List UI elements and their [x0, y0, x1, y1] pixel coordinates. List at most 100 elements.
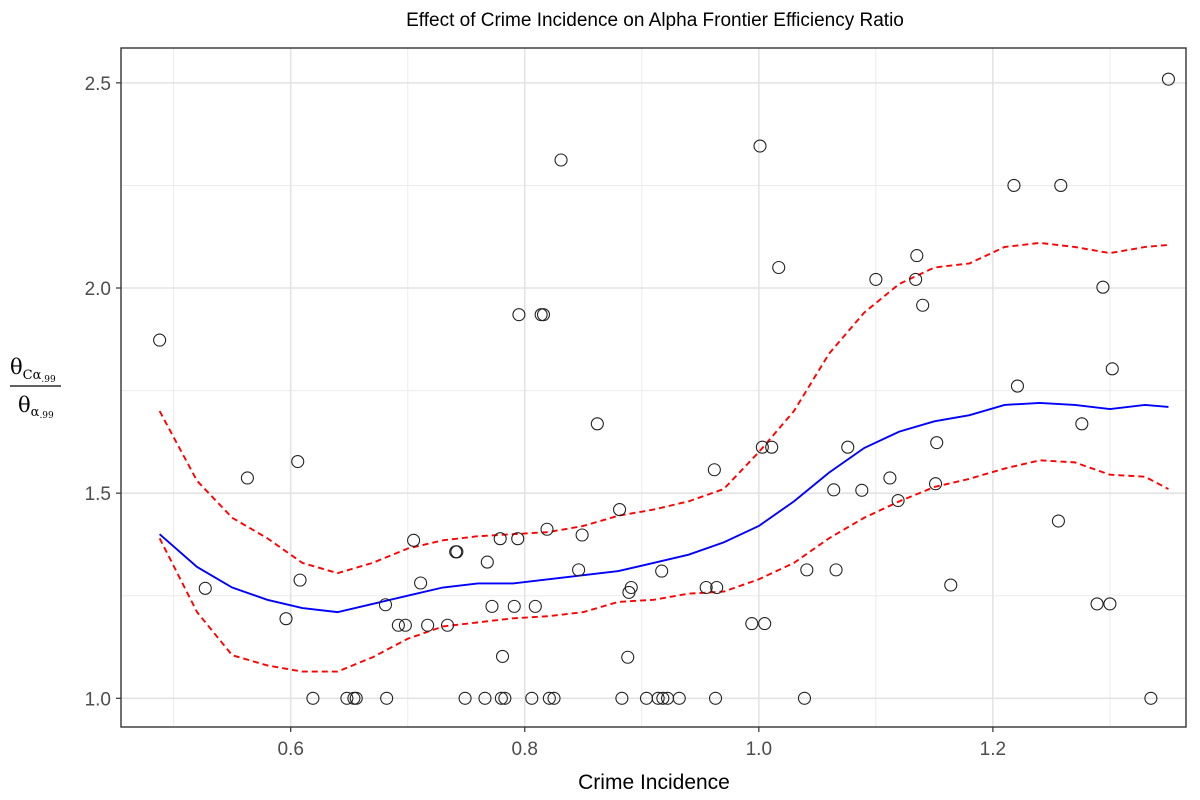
y-axis-title-numerator-symbol: θ	[10, 355, 23, 379]
fitted-line	[158, 401, 1169, 614]
data-point	[378, 598, 393, 612]
data-point	[765, 440, 779, 454]
data-point	[910, 249, 924, 263]
y-axis-title-denominator: θα.99	[18, 393, 54, 421]
data-point	[485, 599, 499, 613]
data-point	[1007, 178, 1021, 192]
data-point	[407, 533, 421, 547]
data-point	[306, 691, 320, 705]
data-point	[398, 618, 412, 632]
data-point	[829, 563, 843, 577]
data-point	[797, 691, 812, 705]
confidence-band-line	[158, 241, 1169, 575]
data-point	[340, 691, 354, 705]
data-point	[528, 599, 542, 613]
data-point	[855, 483, 869, 497]
data-point	[930, 436, 944, 450]
data-point	[1051, 514, 1065, 528]
data-point	[478, 691, 492, 705]
data-point	[753, 139, 767, 153]
fit-lines	[158, 241, 1169, 673]
data-point	[480, 555, 494, 569]
y-tick-label: 1.0	[85, 689, 111, 710]
data-point	[1075, 417, 1089, 431]
y-axis-title-numerator: θCα.99	[10, 355, 56, 385]
x-tick-label: 0.6	[277, 739, 303, 760]
y-tick-label: 2.5	[85, 74, 111, 95]
data-point	[710, 580, 724, 595]
data-point	[440, 618, 455, 632]
data-point	[827, 483, 841, 497]
data-point	[755, 440, 769, 454]
confidence-band-line	[158, 459, 1169, 673]
data-point	[883, 471, 897, 485]
data-point	[891, 493, 905, 508]
data-points	[153, 72, 1175, 705]
data-point	[511, 532, 525, 546]
data-point	[707, 463, 721, 477]
plot-panel-border	[120, 47, 1187, 728]
data-point	[542, 691, 556, 705]
y-tick-label: 1.5	[85, 484, 111, 505]
major-gridlines	[121, 48, 1186, 727]
data-point	[944, 578, 958, 592]
data-point	[656, 691, 670, 705]
x-axis-title: Crime Incidence	[578, 771, 730, 794]
data-point	[575, 528, 589, 542]
data-point	[590, 417, 604, 431]
x-axis-ticks: 0.6 0.8 1.0 1.2	[277, 727, 1006, 760]
data-point	[240, 471, 254, 485]
data-point	[772, 260, 786, 275]
data-point	[293, 573, 307, 587]
y-axis-ticks: 1.0 1.5 2.0 2.5	[85, 74, 121, 710]
data-point	[1010, 379, 1025, 393]
data-point	[291, 454, 305, 469]
data-point	[380, 691, 394, 705]
data-point	[916, 298, 930, 312]
data-point	[547, 691, 561, 705]
data-point	[621, 650, 635, 664]
data-point	[651, 691, 665, 705]
data-point	[349, 691, 363, 705]
y-axis-title-denominator-subscript: α	[31, 405, 40, 420]
data-point	[1096, 280, 1110, 294]
data-point	[536, 308, 551, 322]
y-axis-title-denominator-symbol: θ	[18, 393, 31, 417]
data-point	[391, 618, 405, 632]
x-tick-label: 0.8	[512, 739, 538, 760]
data-point	[421, 618, 435, 632]
data-point	[414, 576, 428, 590]
data-point	[624, 580, 638, 595]
data-point	[279, 612, 293, 626]
data-point	[525, 691, 539, 705]
data-point	[572, 563, 586, 577]
minor-gridlines	[121, 48, 1186, 727]
data-point	[1103, 597, 1117, 611]
y-axis-title-denominator-subsubscript: .99	[39, 411, 54, 421]
data-point	[758, 617, 772, 631]
data-point	[540, 522, 554, 536]
data-point	[507, 599, 521, 613]
data-point	[909, 272, 923, 286]
data-point	[745, 617, 759, 631]
data-point	[153, 333, 167, 347]
data-point	[1105, 362, 1119, 376]
data-point	[495, 649, 510, 663]
x-tick-label: 1.0	[746, 739, 772, 760]
data-point	[512, 308, 526, 322]
data-point	[1054, 178, 1068, 192]
data-point	[800, 563, 814, 577]
data-point	[198, 581, 212, 595]
data-point	[498, 691, 512, 705]
data-point	[928, 477, 943, 491]
data-point	[869, 272, 883, 286]
data-point	[841, 440, 855, 454]
data-point	[613, 503, 627, 517]
data-point	[615, 691, 629, 705]
data-point	[458, 691, 472, 705]
y-axis-title-numerator-subscript: Cα	[23, 368, 42, 383]
data-point	[1090, 597, 1104, 611]
chart-title: Effect of Crime Incidence on Alpha Front…	[406, 10, 904, 31]
